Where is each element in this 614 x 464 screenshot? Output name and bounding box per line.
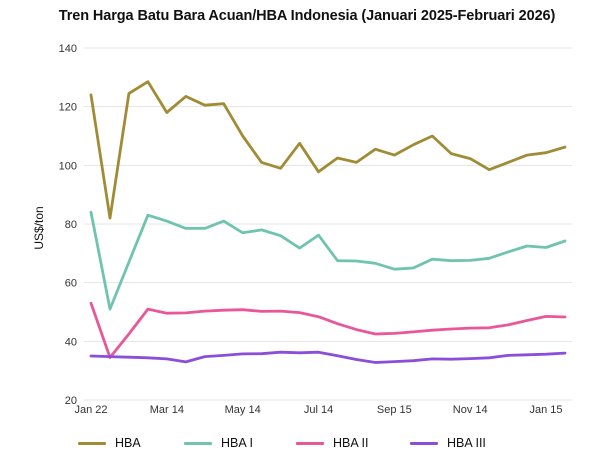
x-tick-label: May 14 bbox=[225, 404, 261, 416]
y-tick-label: 80 bbox=[65, 219, 77, 231]
series-line-hba-i bbox=[89, 210, 567, 311]
series-line-hba bbox=[89, 80, 567, 220]
x-tick-label: Jan 15 bbox=[530, 404, 563, 416]
y-tick-label: 140 bbox=[59, 43, 77, 55]
legend-item: HBA II bbox=[296, 436, 368, 450]
y-tick-label: 20 bbox=[65, 395, 77, 407]
legend-swatch bbox=[184, 441, 212, 445]
x-tick-label: Sep 15 bbox=[377, 404, 412, 416]
y-tick-labels: 20 40 60 80 100 120 140 bbox=[59, 43, 77, 407]
series-lines bbox=[89, 80, 567, 364]
x-tick-labels: Jan 22 Mar 14 May 14 Jul 14 Sep 15 Nov 14 Jan … bbox=[74, 404, 562, 416]
chart-title: Tren Harga Batu Bara Acuan/HBA Indonesia… bbox=[58, 8, 556, 24]
legend-item: HBA III bbox=[410, 436, 486, 450]
legend-label: HBA II bbox=[333, 436, 369, 450]
legend-label: HBA III bbox=[447, 436, 486, 450]
legend-label: HBA bbox=[115, 436, 141, 450]
x-tick-label: Nov 14 bbox=[453, 404, 488, 416]
legend-label: HBA I bbox=[221, 436, 253, 450]
series-line-hba-iii bbox=[89, 350, 567, 364]
series-line-hba-ii bbox=[89, 301, 567, 359]
y-tick-label: 100 bbox=[59, 160, 77, 172]
y-tick-label: 40 bbox=[65, 336, 77, 348]
x-tick-label: Jul 14 bbox=[304, 404, 333, 416]
y-tick-label: 60 bbox=[65, 278, 77, 290]
y-tick-label: 120 bbox=[59, 102, 77, 114]
y-axis-label: US$/ton bbox=[32, 206, 46, 249]
gridlines bbox=[84, 47, 572, 401]
line-chart: 20 40 60 80 100 120 140 Jan 22 Mar 14 May 14 Jul … bbox=[32, 43, 572, 416]
legend-swatch bbox=[410, 441, 438, 445]
legend-swatch bbox=[78, 441, 106, 445]
legend-item: HBA I bbox=[184, 436, 253, 450]
legend-swatch bbox=[296, 441, 324, 445]
legend-item: HBA bbox=[78, 436, 141, 450]
legend: HBA HBA I HBA II HBA III bbox=[0, 436, 614, 458]
x-tick-label: Mar 14 bbox=[150, 404, 184, 416]
x-tick-label: Jan 22 bbox=[74, 404, 107, 416]
